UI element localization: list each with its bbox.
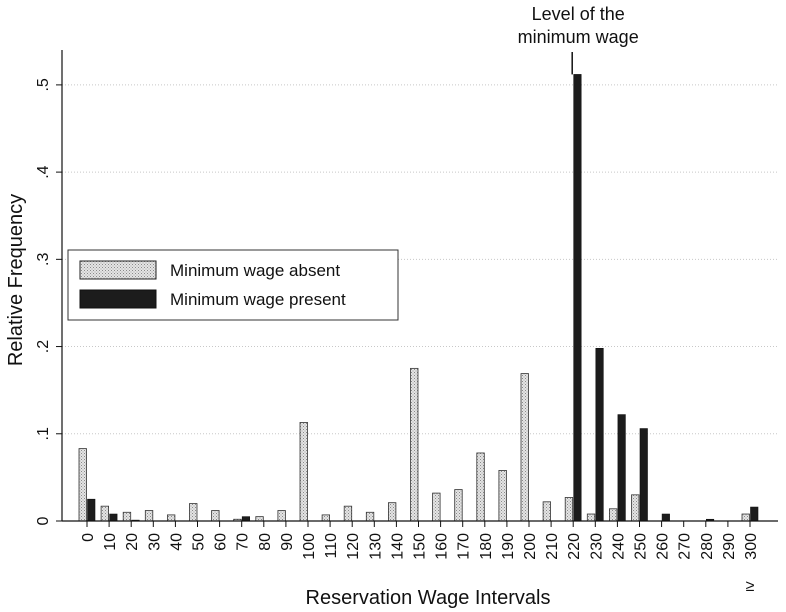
y-tick-label: .5 — [35, 78, 52, 91]
bar-absent-150 — [410, 367, 419, 522]
x-tick-label-130: 130 — [367, 533, 384, 560]
grid-lines — [62, 84, 778, 435]
x-tick-label-210: 210 — [544, 533, 561, 560]
bar-absent-100 — [299, 422, 308, 522]
bar-absent-30 — [144, 510, 154, 522]
y-tick-labels: 0 .1 .2 .3 .4 .5 — [35, 78, 52, 525]
bar-present-250 — [639, 428, 648, 522]
bar-absent-230 — [586, 513, 596, 522]
x-tick-label-250: 250 — [633, 533, 650, 560]
x-tick-label-220: 220 — [566, 533, 583, 560]
bar-present-240 — [617, 414, 626, 522]
x-tick-label-100: 100 — [301, 533, 318, 560]
annotation-line-1: Level of the — [532, 4, 625, 24]
x-tick-label-140: 140 — [389, 533, 406, 560]
bar-present-300 — [750, 506, 759, 522]
y-tick-label: .1 — [35, 427, 52, 440]
axes — [56, 50, 778, 527]
bar-present-10 — [109, 513, 118, 522]
x-tick-label-60: 60 — [213, 533, 230, 551]
legend-swatch-absent — [79, 260, 157, 280]
bar-absent-110 — [321, 514, 331, 522]
bar-absent-210 — [542, 501, 551, 522]
x-tick-label-70: 70 — [235, 533, 252, 551]
bar-absent-120 — [343, 505, 353, 522]
x-tick-label-90: 90 — [279, 533, 296, 551]
x-tick-label-270: 270 — [677, 533, 694, 560]
y-tick-label: .3 — [35, 253, 52, 266]
annotation-line-2: minimum wage — [518, 27, 639, 47]
legend-label-present: Minimum wage present — [170, 290, 346, 309]
x-tick-label-160: 160 — [434, 533, 451, 560]
bar-absent-50 — [189, 503, 198, 522]
bars-group — [78, 74, 759, 522]
bar-absent-240 — [609, 508, 618, 522]
bar-absent-60 — [211, 510, 220, 522]
bar-absent-170 — [454, 489, 463, 522]
bar-absent-200 — [520, 373, 529, 522]
y-tick-label: .4 — [35, 165, 52, 178]
x-tick-label-50: 50 — [191, 533, 208, 551]
legend: Minimum wage absent Minimum wage present — [67, 249, 399, 321]
x-tick-label-0: 0 — [80, 533, 97, 542]
bar-absent-80 — [255, 516, 264, 522]
x-tick-label-290: 290 — [721, 533, 738, 560]
bar-present-70 — [241, 516, 250, 522]
y-tick-label: 0 — [35, 516, 52, 525]
x-tick-label-120: 120 — [345, 533, 362, 560]
y-axis-title: Relative Frequency — [5, 194, 27, 366]
bar-present-230 — [595, 347, 604, 522]
bar-absent-40 — [166, 514, 176, 522]
x-tick-label-280: 280 — [699, 533, 716, 560]
bar-absent-140 — [387, 502, 397, 522]
x-tick-label-10: 10 — [102, 533, 119, 551]
bar-absent-180 — [476, 452, 485, 522]
x-tick-label-300: 300 — [743, 533, 760, 560]
bar-absent-20 — [122, 511, 132, 522]
bar-absent-250 — [631, 494, 640, 522]
legend-label-absent: Minimum wage absent — [170, 261, 340, 280]
bar-present-0 — [87, 498, 96, 522]
x-tick-label-80: 80 — [257, 533, 274, 551]
x-tick-label-170: 170 — [456, 533, 473, 560]
y-tick-label: .2 — [35, 340, 52, 353]
bar-absent-0 — [78, 448, 87, 522]
bar-absent-220 — [564, 497, 574, 522]
x-tick-label-260: 260 — [655, 533, 672, 560]
bar-present-220 — [573, 74, 582, 522]
bar-absent-190 — [498, 470, 507, 522]
bar-present-260 — [661, 513, 670, 522]
annotation: Level of the minimum wage — [518, 4, 639, 75]
x-tick-label-150: 150 — [412, 533, 429, 560]
x-tick-label-20: 20 — [124, 533, 141, 551]
bar-absent-90 — [277, 510, 286, 522]
bar-absent-300 — [741, 513, 750, 522]
x-tick-label-110: 110 — [323, 533, 340, 559]
x-tick-label-40: 40 — [168, 533, 185, 551]
x-tick-label-30: 30 — [146, 533, 163, 551]
legend-swatch-present — [79, 289, 157, 309]
bar-absent-10 — [100, 505, 109, 522]
x-tick-label-240: 240 — [610, 533, 627, 560]
x-tick-label-prefix: ≥ — [746, 578, 755, 595]
bar-absent-160 — [432, 492, 441, 522]
x-tick-label-230: 230 — [588, 533, 605, 560]
x-axis-title: Reservation Wage Intervals — [306, 587, 551, 609]
x-tick-label-190: 190 — [500, 533, 517, 560]
x-tick-labels: 0 10 20 30 40 50 60 70 80 90 100 110 120 130 140 150 160… — [80, 533, 760, 595]
x-tick-label-200: 200 — [522, 533, 539, 560]
x-tick-label-180: 180 — [478, 533, 495, 560]
bar-absent-130 — [365, 511, 375, 522]
